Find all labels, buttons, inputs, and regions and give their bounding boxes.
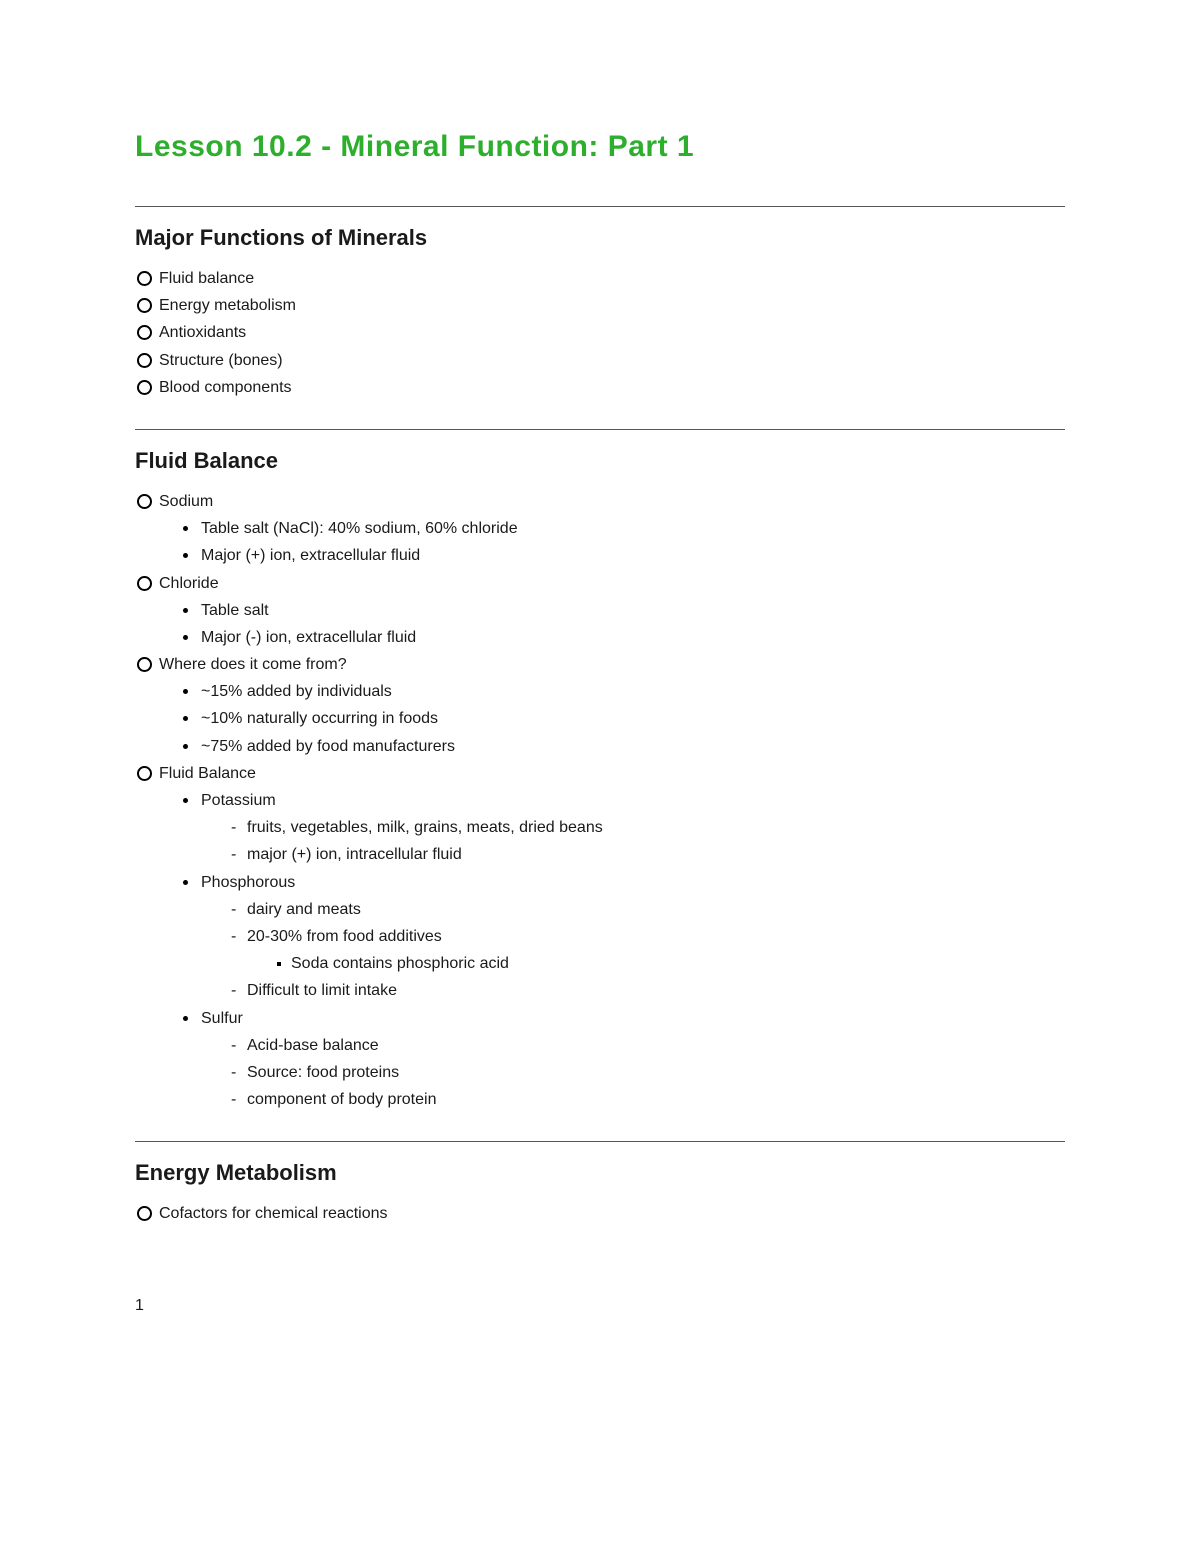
list-item-text: Source: food proteins [247, 1064, 399, 1081]
list-item: Where does it come from? ~15% added by i… [137, 651, 1065, 760]
list-item: Source: food proteins [231, 1059, 1065, 1086]
section-heading: Major Functions of Minerals [135, 225, 1065, 251]
list-item: 20-30% from food additives Soda contains… [231, 923, 1065, 977]
list-item: Table salt (NaCl): 40% sodium, 60% chlor… [183, 515, 1065, 542]
list-item: ~15% added by individuals [183, 678, 1065, 705]
list-item: Acid-base balance [231, 1032, 1065, 1059]
sub-list: Table salt Major (-) ion, extracellular … [159, 597, 1065, 651]
list-item-text: Sulfur [201, 1010, 243, 1027]
list-item-text: ~75% added by food manufacturers [201, 738, 455, 755]
list-item-text: Major (+) ion, extracellular fluid [201, 547, 420, 564]
sub-sub-list: fruits, vegetables, milk, grains, meats,… [201, 814, 1065, 868]
sub-list: ~15% added by individuals ~10% naturally… [159, 678, 1065, 760]
list-item-text: component of body protein [247, 1091, 436, 1108]
section-fluid-balance: Fluid Balance Sodium Table salt (NaCl): … [135, 429, 1065, 1113]
list-item-text: fruits, vegetables, milk, grains, meats,… [247, 819, 603, 836]
list-item: Sulfur Acid-base balance Source: food pr… [183, 1005, 1065, 1114]
list-item-text: Potassium [201, 792, 276, 809]
list-item: Fluid Balance Potassium fruits, vegetabl… [137, 760, 1065, 1113]
list-item: Major (+) ion, extracellular fluid [183, 542, 1065, 569]
bullet-list: Sodium Table salt (NaCl): 40% sodium, 60… [135, 488, 1065, 1113]
list-item-text: Cofactors for chemical reactions [159, 1205, 388, 1222]
list-item-text: Soda contains phosphoric acid [291, 955, 509, 972]
sub-list: Table salt (NaCl): 40% sodium, 60% chlor… [159, 515, 1065, 569]
list-item-text: Difficult to limit intake [247, 982, 397, 999]
list-item-text: ~10% naturally occurring in foods [201, 710, 438, 727]
list-item-text: Acid-base balance [247, 1037, 379, 1054]
list-item-text: Table salt (NaCl): 40% sodium, 60% chlor… [201, 520, 518, 537]
section-heading: Fluid Balance [135, 448, 1065, 474]
list-item-text: Chloride [159, 575, 219, 592]
list-item: Cofactors for chemical reactions [137, 1200, 1065, 1227]
list-item-text: Antioxidants [159, 324, 246, 341]
list-item-text: 20-30% from food additives [247, 928, 442, 945]
sub-sub-sub-list: Soda contains phosphoric acid [247, 950, 1065, 977]
bullet-list: Fluid balance Energy metabolism Antioxid… [135, 265, 1065, 401]
list-item: Chloride Table salt Major (-) ion, extra… [137, 570, 1065, 652]
list-item-text: Fluid balance [159, 270, 254, 287]
list-item-text: Sodium [159, 493, 213, 510]
list-item: Table salt [183, 597, 1065, 624]
list-item-text: major (+) ion, intracellular fluid [247, 846, 462, 863]
section-heading: Energy Metabolism [135, 1160, 1065, 1186]
list-item-text: Table salt [201, 602, 269, 619]
list-item: Sodium Table salt (NaCl): 40% sodium, 60… [137, 488, 1065, 570]
list-item: ~75% added by food manufacturers [183, 733, 1065, 760]
section-major-functions: Major Functions of Minerals Fluid balanc… [135, 206, 1065, 401]
list-item: Blood components [137, 374, 1065, 401]
section-energy-metabolism: Energy Metabolism Cofactors for chemical… [135, 1141, 1065, 1227]
page-title: Lesson 10.2 - Mineral Function: Part 1 [135, 130, 1065, 164]
bullet-list: Cofactors for chemical reactions [135, 1200, 1065, 1227]
list-item: Energy metabolism [137, 292, 1065, 319]
list-item-text: Energy metabolism [159, 297, 296, 314]
sub-sub-list: Acid-base balance Source: food proteins … [201, 1032, 1065, 1114]
page-number: 1 [135, 1297, 1065, 1315]
list-item-text: Fluid Balance [159, 765, 256, 782]
list-item-text: Major (-) ion, extracellular fluid [201, 629, 416, 646]
sub-sub-list: dairy and meats 20-30% from food additiv… [201, 896, 1065, 1005]
section-rule [135, 429, 1065, 430]
section-rule [135, 206, 1065, 207]
list-item: Antioxidants [137, 319, 1065, 346]
list-item: dairy and meats [231, 896, 1065, 923]
section-rule [135, 1141, 1065, 1142]
list-item: Difficult to limit intake [231, 977, 1065, 1004]
list-item: component of body protein [231, 1086, 1065, 1113]
list-item: ~10% naturally occurring in foods [183, 705, 1065, 732]
list-item: Major (-) ion, extracellular fluid [183, 624, 1065, 651]
list-item: Soda contains phosphoric acid [277, 950, 1065, 977]
list-item: Potassium fruits, vegetables, milk, grai… [183, 787, 1065, 869]
list-item-text: dairy and meats [247, 901, 361, 918]
list-item: major (+) ion, intracellular fluid [231, 841, 1065, 868]
list-item: Structure (bones) [137, 347, 1065, 374]
list-item-text: Structure (bones) [159, 352, 283, 369]
list-item-text: ~15% added by individuals [201, 683, 392, 700]
list-item: Fluid balance [137, 265, 1065, 292]
list-item: Phosphorous dairy and meats 20-30% from … [183, 869, 1065, 1005]
list-item: fruits, vegetables, milk, grains, meats,… [231, 814, 1065, 841]
list-item-text: Phosphorous [201, 874, 295, 891]
list-item-text: Where does it come from? [159, 656, 347, 673]
sub-list: Potassium fruits, vegetables, milk, grai… [159, 787, 1065, 1113]
list-item-text: Blood components [159, 379, 292, 396]
